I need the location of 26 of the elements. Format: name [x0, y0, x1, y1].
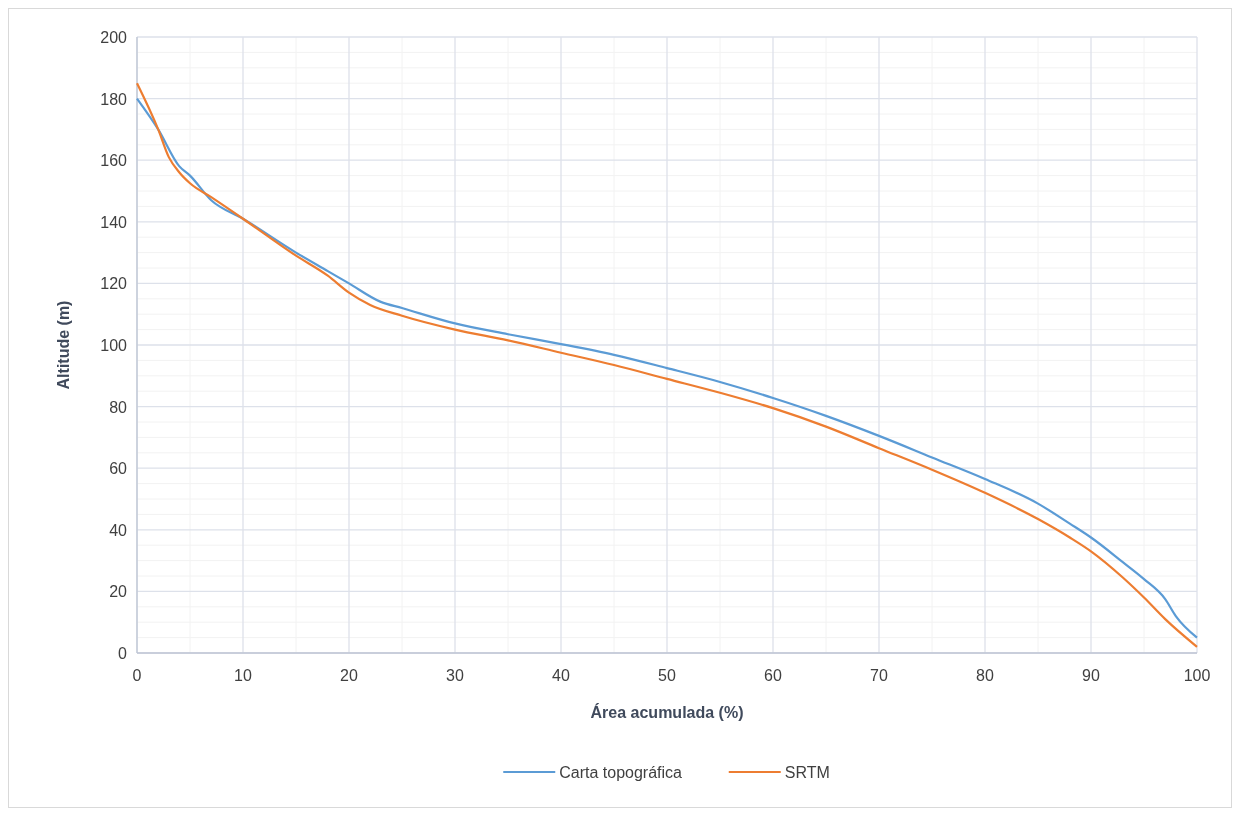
- x-tick-label: 50: [658, 667, 676, 684]
- y-tick-label: 0: [118, 645, 128, 662]
- x-tick-label: 60: [764, 667, 782, 684]
- y-tick-label: 20: [109, 583, 128, 601]
- y-tick-label: 200: [100, 29, 128, 46]
- y-tick-label: 160: [100, 152, 128, 170]
- y-tick-label: 40: [109, 521, 128, 539]
- x-tick-label: 20: [340, 667, 358, 684]
- x-tick-label: 80: [976, 667, 994, 684]
- x-tick-label: 0: [132, 667, 142, 684]
- x-tick-label: 10: [234, 667, 252, 684]
- x-axis-title: Área acumulada (%): [590, 703, 744, 721]
- y-tick-label: 100: [100, 337, 128, 354]
- x-tick-label: 70: [870, 667, 888, 684]
- y-tick-label: 140: [100, 213, 128, 231]
- x-tick-label: 40: [552, 667, 570, 684]
- y-tick-label: 120: [100, 275, 128, 293]
- y-axis-title: Altitude (m): [55, 300, 72, 390]
- legend-label: SRTM: [784, 764, 830, 781]
- x-tick-label: 90: [1082, 667, 1100, 684]
- legend-label: Carta topográfica: [559, 764, 683, 781]
- x-tick-label: 100: [1183, 667, 1211, 684]
- y-tick-label: 60: [109, 460, 128, 478]
- y-tick-label: 180: [100, 90, 128, 108]
- x-tick-label: 30: [446, 667, 464, 684]
- y-tick-label: 80: [109, 398, 128, 416]
